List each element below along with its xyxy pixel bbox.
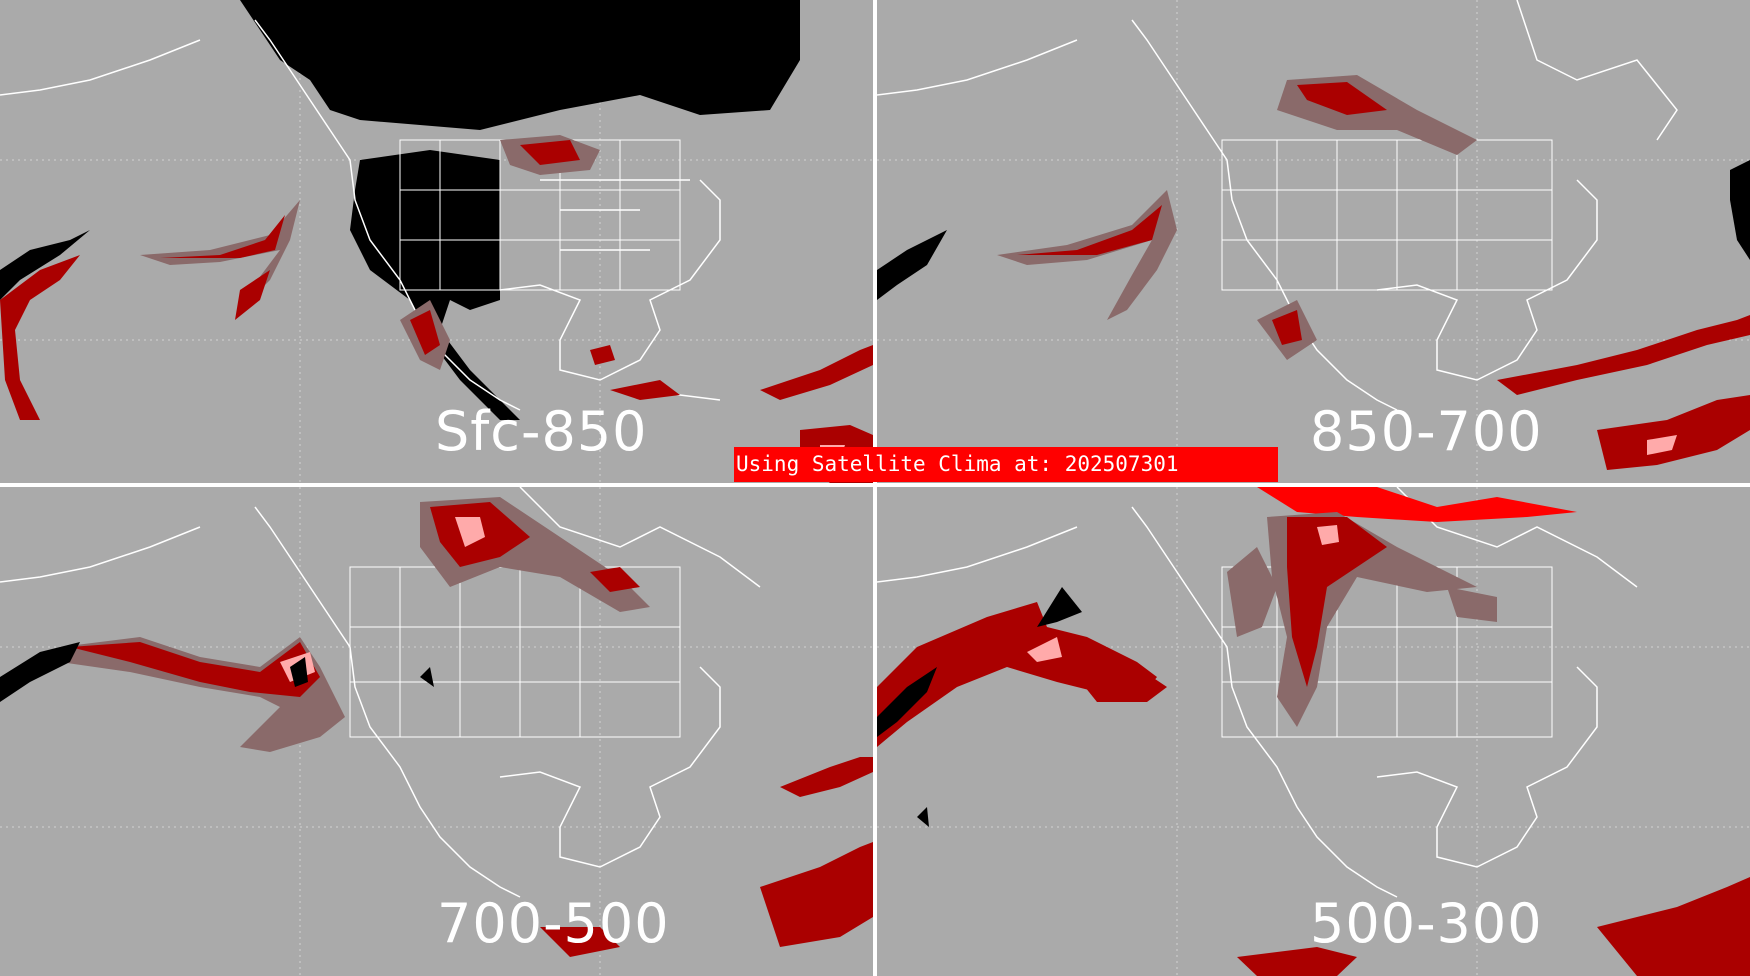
- layer-label: 850-700: [1310, 400, 1543, 463]
- state-borders: [349, 566, 681, 738]
- layer-label: 700-500: [437, 892, 670, 955]
- state-borders: [1221, 139, 1553, 291]
- map-850-700: [877, 0, 1750, 483]
- coastlines: [877, 0, 1678, 411]
- layer-label: 500-300: [1310, 892, 1543, 955]
- map-700-500: [0, 487, 873, 976]
- panel-700-500: 700-500: [0, 487, 873, 976]
- anomaly-shading: [0, 135, 873, 483]
- layer-label: Sfc-850: [435, 400, 648, 463]
- anomaly-shading: [877, 487, 1750, 976]
- graticule: [877, 0, 1750, 483]
- anomaly-shading: [877, 75, 1750, 470]
- no-data-region: [240, 0, 800, 130]
- coastlines: [0, 487, 761, 898]
- panel-850-700: 850-700: [877, 0, 1750, 483]
- panel-sfc-850: Sfc-850: [0, 0, 873, 483]
- panel-500-300: 500-300: [877, 487, 1750, 976]
- map-500-300: [877, 487, 1750, 976]
- no-data-region: [350, 150, 520, 420]
- map-sfc-850: [0, 0, 873, 483]
- graticule: [0, 0, 873, 483]
- anomaly-shading: [0, 497, 873, 957]
- coastlines: [0, 19, 721, 411]
- satellite-clima-banner: Using Satellite Clima at: 202507301: [734, 447, 1278, 482]
